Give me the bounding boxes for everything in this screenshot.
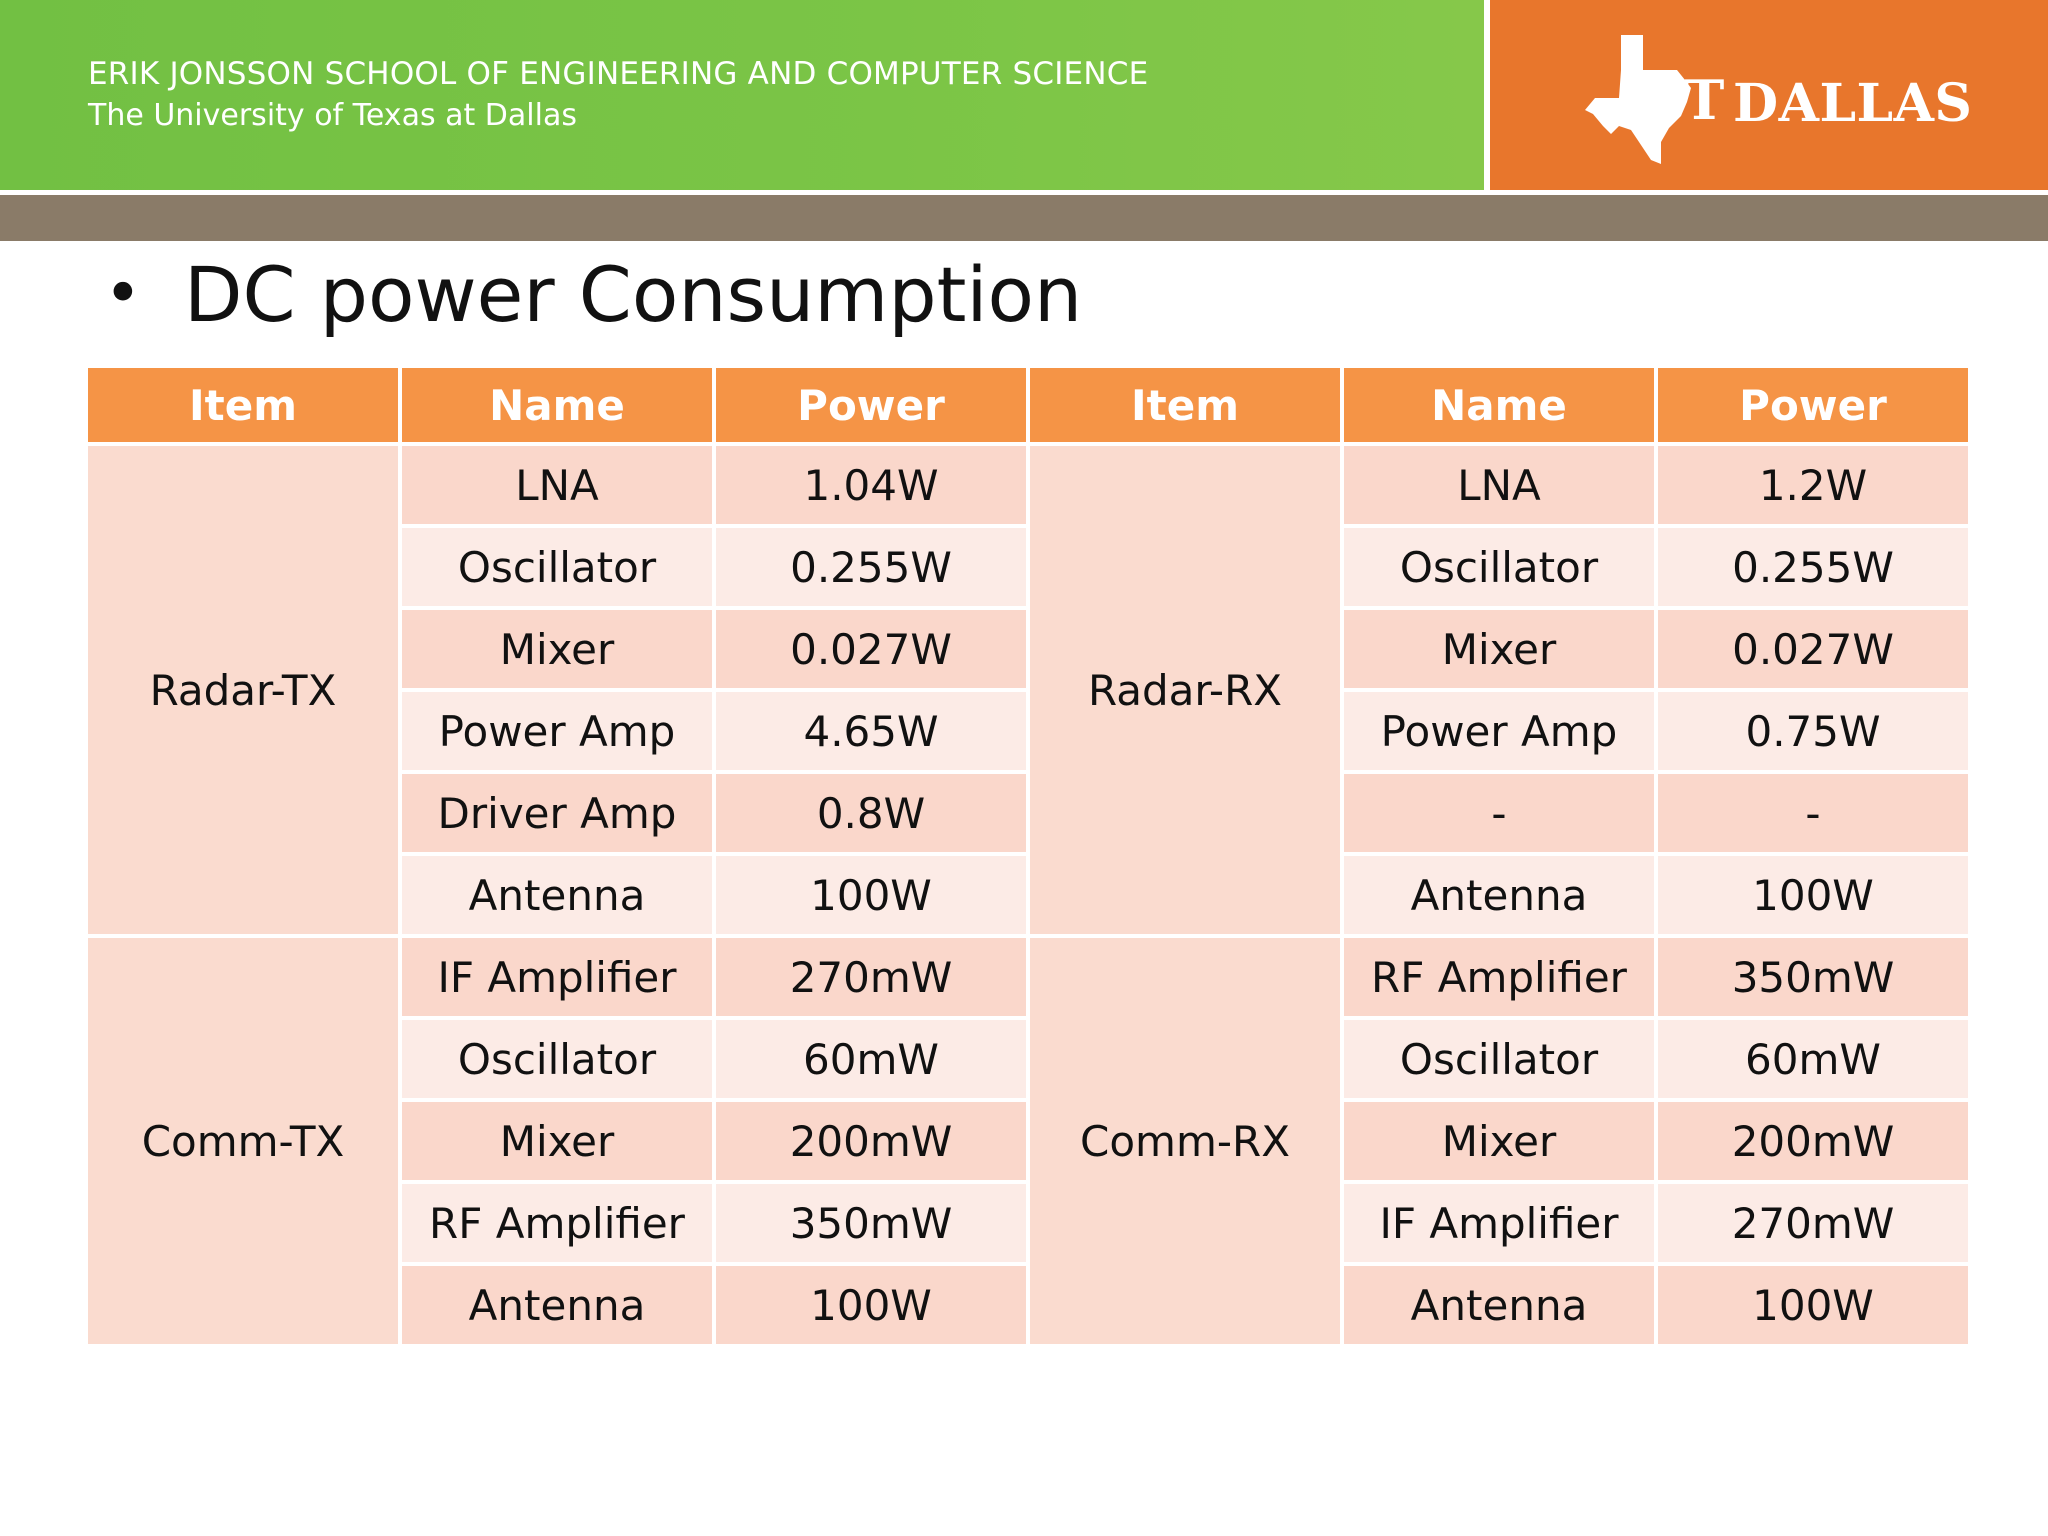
power-cell: 0.027W — [1658, 610, 1968, 688]
name-cell: Oscillator — [1344, 1020, 1654, 1098]
group-item-cell: Radar-RX — [1030, 446, 1340, 934]
power-cell: 1.2W — [1658, 446, 1968, 524]
power-cell: 270mW — [716, 938, 1026, 1016]
power-cell: 100W — [1658, 1266, 1968, 1344]
group-item-cell: Comm-RX — [1030, 938, 1340, 1344]
column-header: Name — [402, 368, 712, 442]
table-row: Driver Amp 0.8W - - — [88, 774, 1968, 852]
power-cell: - — [1658, 774, 1968, 852]
power-cell: 0.255W — [1658, 528, 1968, 606]
table-row: Comm-TX IF Amplifier 270mW Comm-RX RF Am… — [88, 938, 1968, 1344]
group-item-cell: Radar-TX — [88, 446, 398, 934]
power-cell: 60mW — [1658, 1020, 1968, 1098]
column-header: Name — [1344, 368, 1654, 442]
logo-panel — [1490, 0, 2048, 190]
column-header: Item — [88, 368, 398, 442]
name-cell: Power Amp — [402, 692, 712, 770]
name-cell: Mixer — [1344, 1102, 1654, 1180]
accent-band — [0, 195, 2048, 241]
header-banner — [0, 0, 1484, 190]
name-cell: Oscillator — [402, 528, 712, 606]
table-row: Mixer 200mW Mixer 200mW — [88, 1102, 1968, 1180]
table-row: RF Amplifier 350mW IF Amplifier 270mW — [88, 1184, 1968, 1262]
banner-divider — [1484, 0, 1490, 190]
name-cell: Antenna — [1344, 856, 1654, 934]
name-cell: Antenna — [402, 1266, 712, 1344]
table-row: Oscillator 0.255W Oscillator 0.255W — [88, 528, 1968, 606]
power-table: Item Name Power Item Name Power Radar-TX… — [84, 364, 1972, 1348]
name-cell: IF Amplifier — [1344, 1184, 1654, 1262]
power-cell: 0.255W — [716, 528, 1026, 606]
power-cell: 0.027W — [716, 610, 1026, 688]
table-row: Oscillator 60mW Oscillator 60mW — [88, 1020, 1968, 1098]
bullet-icon: • — [104, 257, 142, 331]
name-cell: Power Amp — [1344, 692, 1654, 770]
name-cell: Driver Amp — [402, 774, 712, 852]
power-cell: 100W — [716, 856, 1026, 934]
name-cell: - — [1344, 774, 1654, 852]
power-cell: 350mW — [1658, 938, 1968, 1016]
power-cell: 1.04W — [716, 446, 1026, 524]
name-cell: Antenna — [402, 856, 712, 934]
name-cell: LNA — [402, 446, 712, 524]
school-name: ERIK JONSSON SCHOOL OF ENGINEERING AND C… — [88, 56, 1149, 92]
name-cell: RF Amplifier — [402, 1184, 712, 1262]
table-row: Mixer 0.027W Mixer 0.027W — [88, 610, 1968, 688]
slide-title-text: DC power Consumption — [184, 249, 1083, 339]
banner-separator — [0, 190, 2048, 195]
column-header: Power — [716, 368, 1026, 442]
name-cell: IF Amplifier — [402, 938, 712, 1016]
power-cell: 200mW — [1658, 1102, 1968, 1180]
university-name: The University of Texas at Dallas — [88, 98, 577, 133]
power-cell: 350mW — [716, 1184, 1026, 1262]
column-header: Item — [1030, 368, 1340, 442]
ut-dallas-logo[interactable]: UT DALLAS — [1585, 30, 1985, 170]
logo-ut-text: UT — [1637, 68, 1725, 132]
table-row: Power Amp 4.65W Power Amp 0.75W — [88, 692, 1968, 770]
power-cell: 100W — [716, 1266, 1026, 1344]
table-header-row: Item Name Power Item Name Power — [88, 368, 1968, 442]
table-row: Radar-TX LNA 1.04W Radar-RX LNA 1.2W — [88, 446, 1968, 934]
power-cell: 200mW — [716, 1102, 1026, 1180]
name-cell: Mixer — [1344, 610, 1654, 688]
texas-state-icon — [1585, 35, 1691, 164]
group-item-cell: Comm-TX — [88, 938, 398, 1344]
name-cell: Mixer — [402, 1102, 712, 1180]
name-cell: Oscillator — [402, 1020, 712, 1098]
name-cell: RF Amplifier — [1344, 938, 1654, 1016]
power-cell: 100W — [1658, 856, 1968, 934]
name-cell: Antenna — [1344, 1266, 1654, 1344]
table-row: Antenna 100W Antenna 100W — [88, 856, 1968, 934]
name-cell: Mixer — [402, 610, 712, 688]
power-cell: 0.8W — [716, 774, 1026, 852]
name-cell: LNA — [1344, 446, 1654, 524]
power-cell: 4.65W — [716, 692, 1026, 770]
column-header: Power — [1658, 368, 1968, 442]
power-cell: 0.75W — [1658, 692, 1968, 770]
power-cell: 270mW — [1658, 1184, 1968, 1262]
name-cell: Oscillator — [1344, 528, 1654, 606]
table-row: Antenna 100W Antenna 100W — [88, 1266, 1968, 1344]
slide-title: • DC power Consumption — [104, 244, 1082, 344]
power-cell: 60mW — [716, 1020, 1026, 1098]
logo-dallas-text: DALLAS — [1733, 73, 1973, 134]
